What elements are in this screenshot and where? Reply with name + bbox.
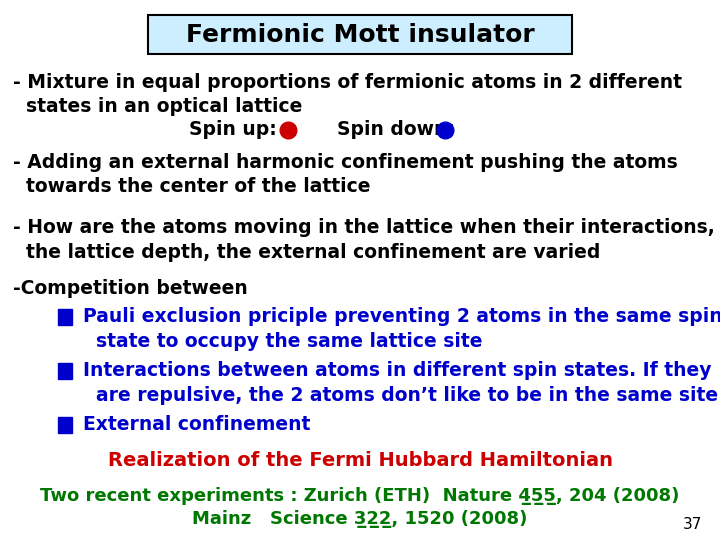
Text: Interactions between atoms in different spin states. If they: Interactions between atoms in different …: [83, 361, 711, 381]
Text: - Adding an external harmonic confinement pushing the atoms: - Adding an external harmonic confinemen…: [13, 152, 678, 172]
Text: the lattice depth, the external confinement are varied: the lattice depth, the external confinem…: [13, 242, 600, 262]
Text: Two recent experiments : Zurich (ETH)  Nature 4̲5̲5̲, 204 (2008): Two recent experiments : Zurich (ETH) Na…: [40, 487, 680, 505]
Text: are repulsive, the 2 atoms don’t like to be in the same site: are repulsive, the 2 atoms don’t like to…: [83, 386, 718, 405]
Text: Spin down:: Spin down:: [337, 120, 455, 139]
Text: External confinement: External confinement: [83, 415, 310, 435]
Text: -Competition between: -Competition between: [13, 279, 248, 299]
Text: states in an optical lattice: states in an optical lattice: [13, 97, 302, 116]
Text: towards the center of the lattice: towards the center of the lattice: [13, 177, 371, 196]
Text: - How are the atoms moving in the lattice when their interactions,: - How are the atoms moving in the lattic…: [13, 218, 715, 238]
Text: state to occupy the same lattice site: state to occupy the same lattice site: [83, 332, 482, 351]
FancyBboxPatch shape: [148, 15, 572, 54]
Bar: [58, 417, 72, 433]
Bar: [58, 309, 72, 325]
Text: Spin up:: Spin up:: [189, 120, 276, 139]
Text: Fermionic Mott insulator: Fermionic Mott insulator: [186, 23, 534, 46]
Text: Mainz   Science 3̲2̲2̲, 1520 (2008): Mainz Science 3̲2̲2̲, 1520 (2008): [192, 510, 528, 529]
Text: Pauli exclusion priciple preventing 2 atoms in the same spin: Pauli exclusion priciple preventing 2 at…: [83, 307, 720, 327]
Text: 37: 37: [683, 517, 702, 532]
Text: Realization of the Fermi Hubbard Hamiltonian: Realization of the Fermi Hubbard Hamilto…: [107, 450, 613, 470]
Bar: [58, 363, 72, 379]
Text: - Mixture in equal proportions of fermionic atoms in 2 different: - Mixture in equal proportions of fermio…: [13, 72, 682, 92]
